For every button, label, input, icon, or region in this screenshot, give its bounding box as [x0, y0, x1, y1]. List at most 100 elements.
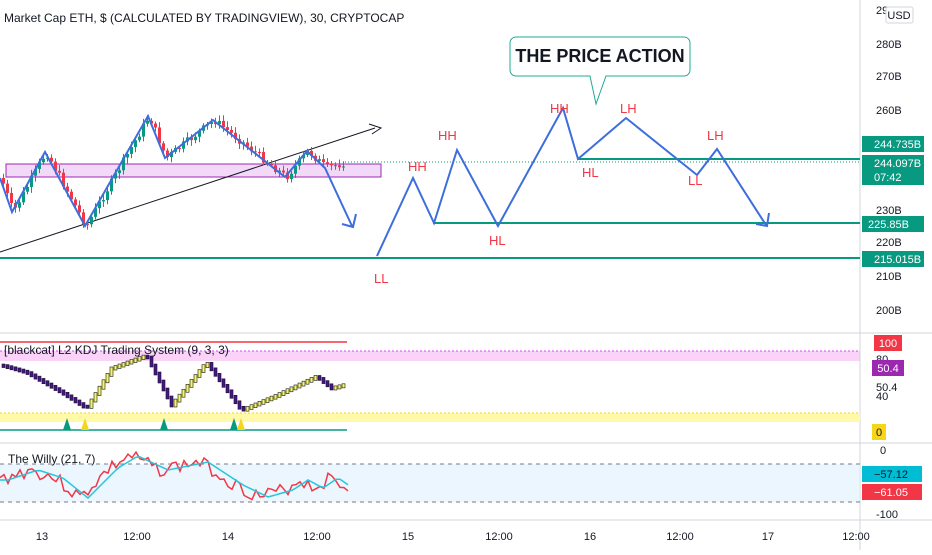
- label-hh[interactable]: HH: [550, 101, 569, 116]
- kdj-tag-text: 50.4: [877, 363, 898, 375]
- candle: [342, 166, 345, 168]
- symbol-title[interactable]: Market Cap ETH, $ (CALCULATED BY TRADING…: [4, 11, 404, 25]
- label-ll[interactable]: LL: [374, 271, 388, 286]
- kdj-bar: [77, 399, 82, 406]
- candle: [178, 147, 181, 149]
- kdj-buy-marker: [81, 418, 89, 430]
- kdj-bar: [273, 394, 278, 400]
- kdj-bar: [281, 390, 286, 396]
- willy-pane[interactable]: The Willy (21, 7): [0, 450, 860, 503]
- kdj-bar: [277, 392, 282, 398]
- candle: [142, 123, 145, 137]
- kdj-bar: [73, 397, 78, 404]
- candle: [30, 175, 33, 188]
- candle: [166, 150, 169, 158]
- kdj-bar: [189, 379, 194, 388]
- time-tick: 15: [402, 531, 414, 543]
- candle: [158, 127, 161, 144]
- kdj-bar: [1, 363, 6, 368]
- label-lh[interactable]: LH: [620, 101, 637, 116]
- kdj-bar: [337, 384, 342, 390]
- kdj-bar: [165, 387, 170, 400]
- time-tick: 17: [762, 531, 774, 543]
- trendline[interactable]: [0, 127, 376, 253]
- candle: [98, 201, 101, 209]
- label-hh[interactable]: HH: [408, 159, 427, 174]
- kdj-bar: [289, 386, 294, 393]
- candle: [218, 120, 221, 125]
- main-pane[interactable]: HH HH HH HL LH LH LL HL LL THE PRICE ACT…: [0, 11, 860, 286]
- kdj-bar: [125, 360, 130, 366]
- kdj-axis[interactable]: 100 80 50.4 50.4 40 0: [872, 335, 904, 440]
- currency-badge[interactable]: [885, 6, 914, 24]
- kdj-bar: [309, 377, 314, 383]
- kdj-bar: [333, 385, 338, 391]
- price-tick: 270B: [876, 71, 902, 83]
- kdj-bar: [41, 378, 46, 385]
- candle: [326, 162, 329, 164]
- kdj-bar: [109, 366, 114, 377]
- kdj-bar: [105, 373, 110, 384]
- candle: [310, 150, 313, 156]
- candle: [330, 163, 333, 166]
- candle: [198, 130, 201, 137]
- time-tick: 12:00: [842, 531, 870, 543]
- candle: [278, 170, 281, 172]
- label-ll[interactable]: LL: [688, 173, 702, 188]
- label-lh[interactable]: LH: [707, 128, 724, 143]
- candle: [210, 121, 213, 124]
- kdj-bar: [5, 364, 10, 369]
- price-action-callout[interactable]: THE PRICE ACTION: [509, 36, 691, 106]
- kdj-bar: [81, 402, 86, 409]
- kdj-candle-series[interactable]: [1, 354, 346, 412]
- willy-line[interactable]: [0, 450, 349, 501]
- kdj-pane[interactable]: [blackcat] L2 KDJ Trading System (9, 3, …: [0, 341, 860, 431]
- candle: [246, 142, 249, 147]
- kdj-buy-marker: [237, 418, 245, 430]
- candle: [226, 127, 229, 130]
- candle: [334, 165, 337, 167]
- zigzag-history[interactable]: [0, 113, 353, 229]
- willy-title[interactable]: The Willy (21, 7): [8, 452, 95, 466]
- kdj-bar: [161, 379, 166, 392]
- callout-text: THE PRICE ACTION: [515, 46, 684, 66]
- willy-axis[interactable]: 0 −57.12 −61.05 -100: [862, 445, 922, 521]
- kdj-bar: [37, 375, 42, 382]
- kdj-bar: [185, 384, 190, 393]
- kdj-tag-text: 0: [876, 427, 882, 439]
- time-tick: 16: [584, 531, 596, 543]
- kdj-bar: [217, 373, 222, 383]
- label-hl[interactable]: HL: [489, 233, 506, 248]
- structure-labels: HH HH HH HL LH LH LL HL LL: [374, 101, 724, 286]
- candle: [22, 191, 25, 203]
- candle: [106, 191, 109, 201]
- time-axis[interactable]: 13 12:00 14 12:00 15 12:00 16 12:00 17 1…: [36, 531, 870, 543]
- candle: [130, 147, 133, 154]
- kdj-bar: [213, 367, 218, 377]
- kdj-bar: [225, 384, 230, 394]
- candle: [74, 199, 77, 206]
- kdj-bar: [329, 383, 334, 391]
- price-tick: 230B: [876, 205, 902, 217]
- kdj-tag-text: 100: [879, 338, 897, 350]
- candle: [194, 136, 197, 141]
- kdj-bar: [137, 356, 142, 362]
- currency-badge-text: USD: [887, 10, 910, 22]
- kdj-bar: [341, 383, 346, 389]
- zigzag-projection[interactable]: [376, 105, 767, 257]
- candle: [270, 163, 273, 166]
- label-hl[interactable]: HL: [582, 165, 599, 180]
- trendline-arrowhead: [368, 123, 383, 135]
- willy-signal-line[interactable]: [0, 456, 349, 500]
- candle: [18, 202, 21, 208]
- label-hh[interactable]: HH: [438, 128, 457, 143]
- kdj-bar: [193, 374, 198, 383]
- price-axis[interactable]: 290B 280B 270B 260B 230B 220B 210B 200B …: [862, 5, 924, 317]
- kdj-bar: [17, 367, 22, 373]
- candle: [126, 153, 129, 158]
- kdj-tag: [874, 335, 902, 351]
- zigzag-projection-arrowhead: [755, 212, 770, 228]
- kdj-title[interactable]: [blackcat] L2 KDJ Trading System (9, 3, …: [4, 343, 229, 357]
